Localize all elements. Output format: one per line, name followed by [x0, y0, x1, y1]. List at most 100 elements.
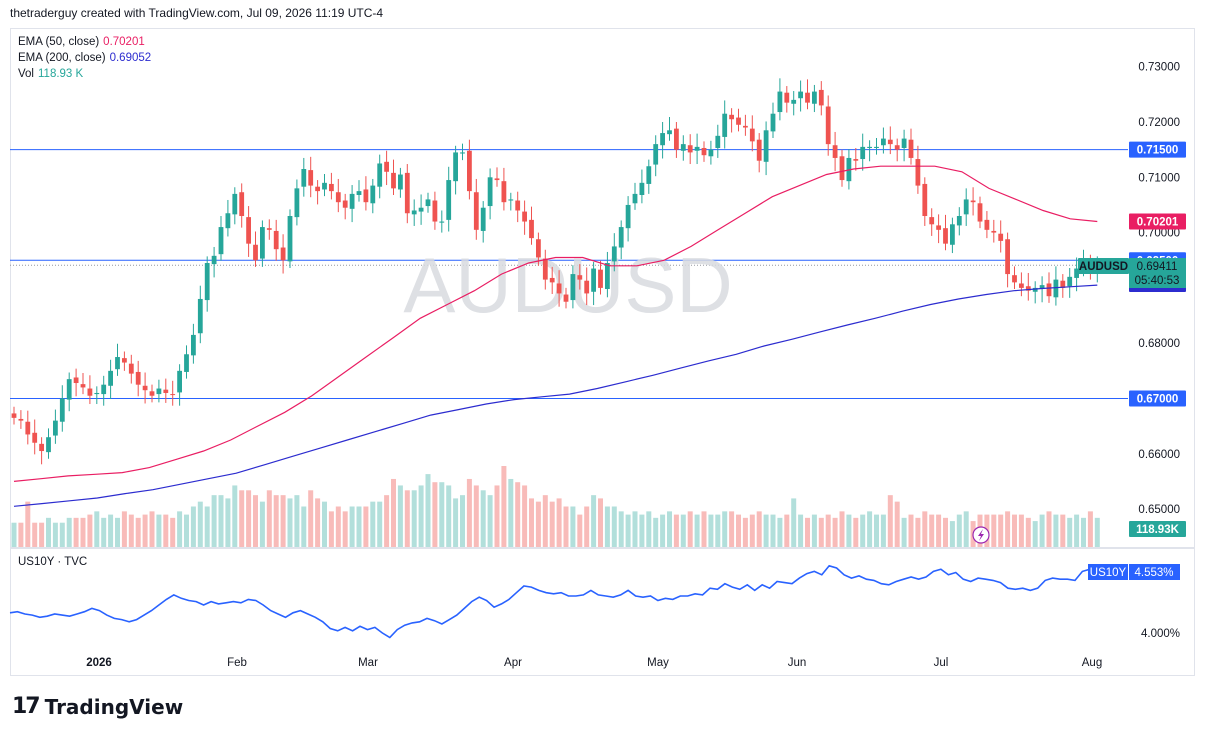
candle-body: [1067, 276, 1073, 287]
candle-body: [184, 354, 189, 372]
volume-bar: [370, 501, 376, 547]
candle-body: [439, 221, 445, 223]
volume-bar: [811, 514, 817, 547]
time-tick-label: Aug: [1082, 657, 1102, 669]
volume-bar: [894, 501, 900, 547]
volume-bar: [749, 514, 755, 547]
candle-body: [963, 199, 969, 215]
candle-body: [149, 391, 155, 396]
candle-body: [715, 135, 721, 148]
candle-body: [225, 213, 231, 229]
candle-body: [874, 146, 879, 148]
symbol-badge-bg: [1078, 258, 1129, 274]
candle-body: [46, 437, 51, 453]
candle-body: [197, 298, 203, 334]
volume-bar: [384, 495, 390, 547]
candle-body: [591, 268, 596, 292]
candle-body: [991, 230, 997, 233]
volume-bar: [142, 514, 148, 547]
volume-bar: [66, 517, 72, 547]
candle-body: [356, 191, 362, 195]
candle-body: [1025, 286, 1031, 291]
lower-pane-label[interactable]: US10Y · TVC: [18, 556, 88, 568]
price-tick-label: 0.72000: [1138, 117, 1180, 129]
candle-body: [908, 139, 914, 158]
candle-body: [770, 113, 776, 132]
volume-bar: [211, 495, 217, 547]
volume-bar: [998, 514, 1004, 547]
candle-body: [425, 199, 431, 207]
volume-bar: [170, 517, 176, 547]
candle-body: [825, 106, 831, 145]
volume-bar: [1087, 511, 1093, 547]
candle-body: [536, 239, 541, 258]
volume-bar: [39, 522, 45, 547]
candle-body: [11, 413, 17, 418]
volume-bar: [128, 514, 134, 547]
volume-bar: [791, 498, 797, 547]
volume-bar: [887, 495, 893, 547]
tradingview-logo[interactable]: 17 TradingView: [12, 694, 183, 719]
candle-body: [777, 91, 783, 113]
volume-bar: [121, 511, 127, 547]
volume-bar: [694, 514, 700, 547]
volume-bar: [432, 482, 438, 547]
volume-bar: [529, 498, 534, 547]
candle-body: [122, 358, 127, 363]
ema50-line: [13, 165, 1098, 482]
volume-bar: [425, 474, 431, 547]
candle-body: [936, 225, 941, 230]
volume-bar: [653, 517, 659, 547]
volume-bar: [991, 514, 997, 547]
legend-volume[interactable]: Vol 118.93 K: [18, 66, 151, 82]
volume-bar: [1053, 514, 1059, 547]
candle-body: [701, 147, 707, 156]
candle-body: [398, 174, 403, 190]
candle-body: [563, 294, 569, 302]
us10y-line: [9, 564, 1098, 639]
volume-bar: [667, 511, 672, 547]
lightning-icon-glyph: [978, 529, 984, 541]
volume-bar: [756, 511, 762, 547]
candle-body: [1074, 268, 1079, 278]
volume-bar: [901, 517, 907, 547]
chart-frame: [10, 28, 1195, 676]
candle-body: [922, 183, 928, 217]
candle-body: [59, 398, 65, 422]
level-badge-bg: [1129, 141, 1186, 158]
volume-bar: [11, 522, 17, 547]
volume-badge-bg: [1129, 521, 1186, 537]
legend-ema200[interactable]: EMA (200, close) 0.69052: [18, 50, 151, 66]
us10y-pane: 4.000%: [9, 564, 1180, 640]
volume-bar: [604, 506, 610, 547]
volume-bar: [949, 521, 955, 547]
candle-body: [708, 149, 714, 157]
volume-bar: [515, 482, 521, 547]
volume-bar: [349, 506, 355, 547]
time-tick-label: Jul: [934, 657, 949, 669]
volume-bar: [611, 506, 617, 547]
volume-bar: [784, 514, 790, 547]
volume-bar: [1012, 514, 1017, 547]
level-badge: 0.71500: [1137, 145, 1179, 157]
volume-bar: [184, 514, 189, 547]
volume-bar: [818, 517, 824, 547]
volume-bar: [618, 511, 624, 547]
candle-body: [943, 228, 948, 244]
volume-bar: [149, 511, 155, 547]
price-tick-label: 0.70000: [1138, 228, 1180, 240]
candle-body: [280, 247, 286, 261]
candle-body: [667, 130, 672, 135]
volume-bar: [487, 495, 493, 547]
candle-body: [177, 370, 182, 393]
candle-body: [867, 146, 872, 148]
volume-bar: [377, 501, 383, 547]
candle-body: [411, 210, 417, 215]
candle-body: [818, 89, 824, 106]
volume-bar: [777, 517, 783, 547]
legend-ema50[interactable]: EMA (50, close) 0.70201: [18, 34, 151, 50]
legend-volume-label: Vol: [18, 68, 34, 80]
indicator-legend: EMA (50, close) 0.70201 EMA (200, close) 0…: [18, 34, 151, 82]
horizontal-lines: [10, 149, 1128, 399]
